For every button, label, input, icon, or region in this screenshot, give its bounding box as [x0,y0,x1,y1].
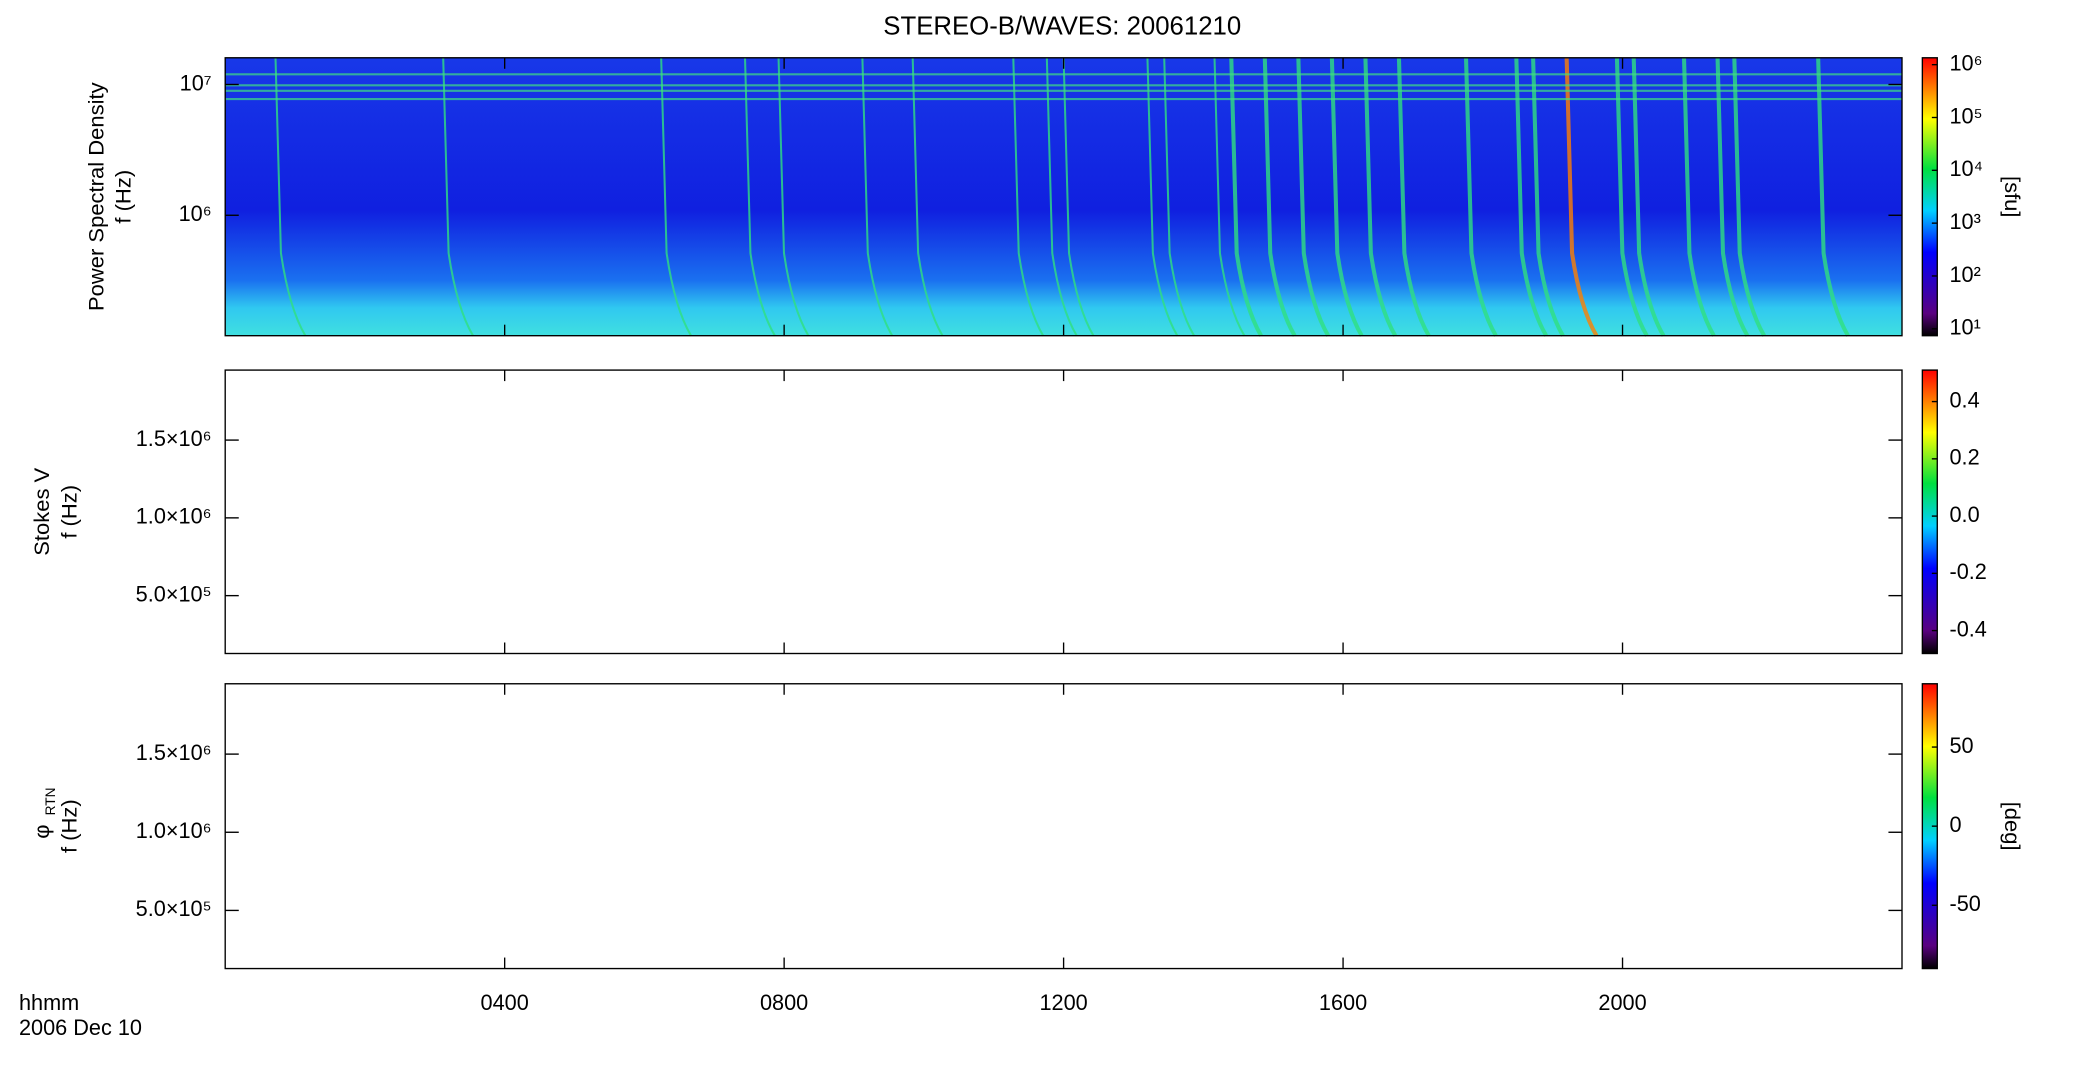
chart-title: STEREO-B/WAVES: 20061210 [883,12,1241,40]
radio-burst [1363,57,1398,337]
radio-burst [1213,57,1246,337]
x-tick-label: 0400 [481,990,529,1015]
y-axis-label: Power Spectral Density [84,82,109,311]
colorbar-tick-label: 0.0 [1949,502,1979,527]
radio-burst [777,57,810,337]
y-axis-label: f (Hz) [111,170,136,224]
radio-burst [1262,57,1297,337]
colorbar-tick-label: -0.2 [1949,559,1986,584]
radio-burst [1296,57,1330,337]
colorbar-tick-label: 0.4 [1949,387,1979,412]
radio-burst [1514,57,1548,337]
radio-burst [1715,57,1750,337]
colorbar-tick-label: 10⁵ [1949,103,1982,128]
radio-burst [1463,57,1498,337]
radio-burst [660,57,692,337]
plot-frame [224,683,1903,970]
x-tick-label: 1600 [1319,990,1367,1015]
radio-burst [1062,57,1095,337]
radio-burst [442,57,474,337]
radio-burst [1045,57,1078,337]
radio-burst [743,57,776,337]
y-tick-label: 5.0×10⁵ [136,581,212,606]
radio-burst [1681,57,1716,337]
radio-burst [1329,57,1364,337]
radio-burst [1732,57,1766,337]
y-tick-label: 1.5×10⁶ [136,740,212,765]
y-tick-label: 10⁶ [179,201,212,226]
y-axis-label: f (Hz) [56,799,81,853]
colorbar-tick-label: 10⁴ [1949,156,1982,181]
radio-burst [1146,57,1179,337]
colorbar-tick-label: 10² [1949,262,1980,287]
radio-burst [1531,57,1565,337]
plot-frame [224,369,1903,655]
y-tick-label: 10⁷ [180,70,212,95]
colorbar-tick-label: 10¹ [1949,314,1980,339]
y-tick-label: 1.5×10⁶ [136,426,212,451]
radio-burst [1816,57,1850,337]
x-tick-label: 2000 [1598,990,1646,1015]
radio-burst [1564,57,1599,337]
y-axis-label: Stokes V [29,467,54,555]
radio-burst [274,57,307,337]
radio-burst [911,57,944,337]
colorbar-tick-label: 10⁶ [1949,50,1982,75]
colorbar-tick-label: -50 [1949,891,1980,916]
x-tick-label: 0800 [760,990,808,1015]
colorbar-tick-label: 50 [1949,733,1973,758]
y-tick-label: 1.0×10⁶ [136,818,212,843]
radio-burst [1229,57,1263,337]
colorbar [1921,369,1938,655]
colorbar-label: [deg] [2000,802,2025,851]
colorbar-tick-label: -0.4 [1949,616,1986,641]
colorbar-tick-label: 0.2 [1949,445,1979,470]
y-axis-label: f (Hz) [56,485,81,539]
y-tick-label: 1.0×10⁶ [136,504,212,529]
x-axis-label: hhmm [19,990,79,1015]
radio-burst [1012,57,1045,337]
radio-burst [1614,57,1649,337]
y-axis-label: φ [29,825,54,839]
radio-burst [1631,57,1666,337]
colorbar-tick-label: 10³ [1949,209,1980,234]
radio-burst [1163,57,1195,337]
y-tick-label: 5.0×10⁵ [136,896,212,921]
x-axis-label: 2006 Dec 10 [19,1015,142,1040]
colorbar-tick-label: 0 [1949,812,1961,837]
colorbar-label: [sfu] [2000,176,2025,218]
radio-burst [1396,57,1431,337]
y-axis-label: RTN [43,787,58,815]
colorbar [1921,57,1938,337]
radio-burst [861,57,894,337]
x-tick-label: 1200 [1039,990,1087,1015]
